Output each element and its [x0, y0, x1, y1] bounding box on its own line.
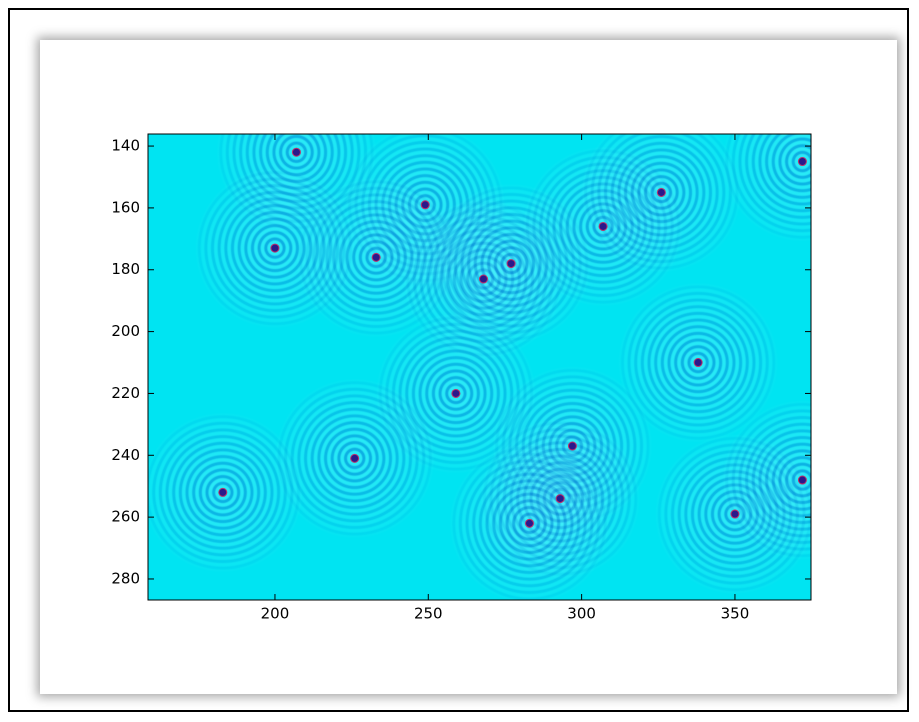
- image-area: [148, 134, 811, 600]
- ripple-source: [598, 221, 608, 231]
- ripple-source: [420, 200, 430, 210]
- ripple-source: [350, 453, 360, 463]
- ripple-source: [218, 487, 228, 497]
- x-tick-label: 200: [261, 605, 290, 623]
- ripple-source: [451, 388, 461, 398]
- y-tick-label: 280: [111, 569, 140, 587]
- ripple-source: [730, 509, 740, 519]
- ripple-source: [506, 259, 516, 269]
- ripple-source: [656, 187, 666, 197]
- ripple-source: [555, 494, 565, 504]
- y-tick-label: 160: [111, 198, 140, 216]
- ripple-source: [567, 441, 577, 451]
- ripple-source: [797, 475, 807, 485]
- y-tick-label: 240: [111, 446, 140, 464]
- ripple: [581, 134, 742, 273]
- ripple-source: [797, 157, 807, 167]
- ripple-source: [478, 274, 488, 284]
- x-tick-label: 350: [721, 605, 750, 623]
- y-tick-label: 260: [111, 508, 140, 526]
- y-tick-label: 180: [111, 260, 140, 278]
- ripple-source: [371, 252, 381, 262]
- ripple-source: [291, 147, 301, 157]
- plot-border: [147, 133, 812, 601]
- frame: [8, 8, 909, 712]
- ripple-source: [270, 243, 280, 253]
- x-tick-label: 250: [414, 605, 443, 623]
- y-tick-label: 220: [111, 384, 140, 402]
- x-tick-label: 300: [567, 605, 596, 623]
- ripple-source: [524, 518, 534, 528]
- ripple: [722, 134, 811, 242]
- y-tick-label: 200: [111, 322, 140, 340]
- ripple-source: [693, 358, 703, 368]
- y-tick-label: 140: [111, 137, 140, 155]
- ripple: [722, 400, 811, 560]
